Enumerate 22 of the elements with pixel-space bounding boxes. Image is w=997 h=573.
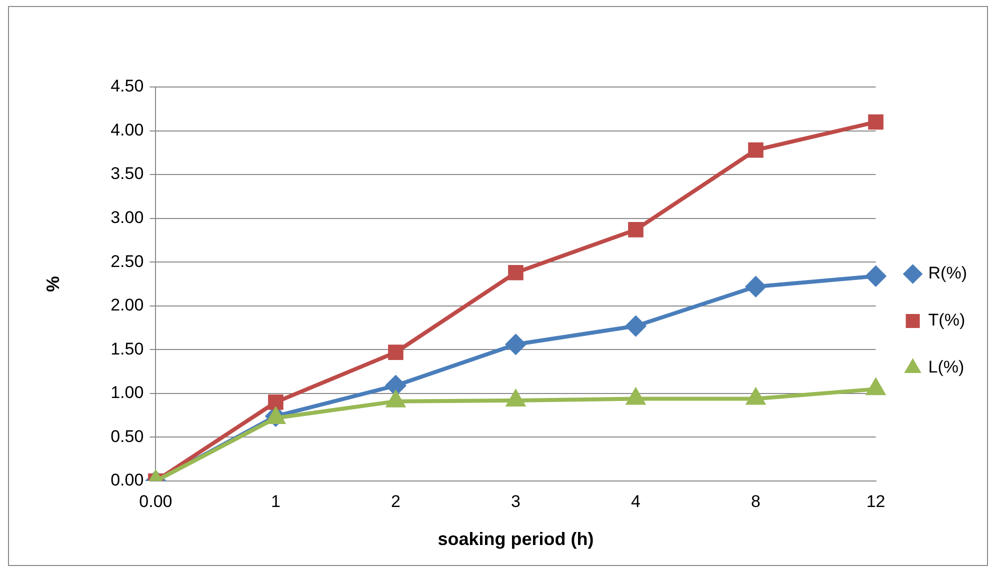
x-tick-label: 1 xyxy=(270,492,280,511)
y-tick-label: 2.00 xyxy=(110,296,144,315)
x-tick-label: 0.00 xyxy=(139,492,172,511)
x-axis-title: soaking period (h) xyxy=(438,529,594,550)
y-tick-label: 3.50 xyxy=(110,164,144,184)
y-tick-label: 4.00 xyxy=(110,120,144,140)
y-tick-label: 4.50 xyxy=(110,76,144,96)
x-tick-label: 4 xyxy=(631,492,640,511)
y-tick-label: 0.00 xyxy=(110,470,144,490)
y-tick-label: 2.50 xyxy=(110,252,144,271)
x-tick-label: 8 xyxy=(751,492,761,511)
y-tick-label: 3.00 xyxy=(110,208,144,228)
x-tick-label: 2 xyxy=(390,492,400,511)
legend-label: R(%) xyxy=(928,264,968,283)
y-axis-title: % xyxy=(42,276,63,292)
x-tick-label: 3 xyxy=(511,492,520,511)
legend-label: L(%) xyxy=(928,358,964,377)
y-tick-label: 1.50 xyxy=(110,339,144,358)
legend-label: T(%) xyxy=(928,310,966,330)
x-tick-label: 12 xyxy=(866,492,886,511)
y-tick-label: 1.00 xyxy=(110,383,144,402)
y-tick-label: 0.50 xyxy=(110,426,144,446)
